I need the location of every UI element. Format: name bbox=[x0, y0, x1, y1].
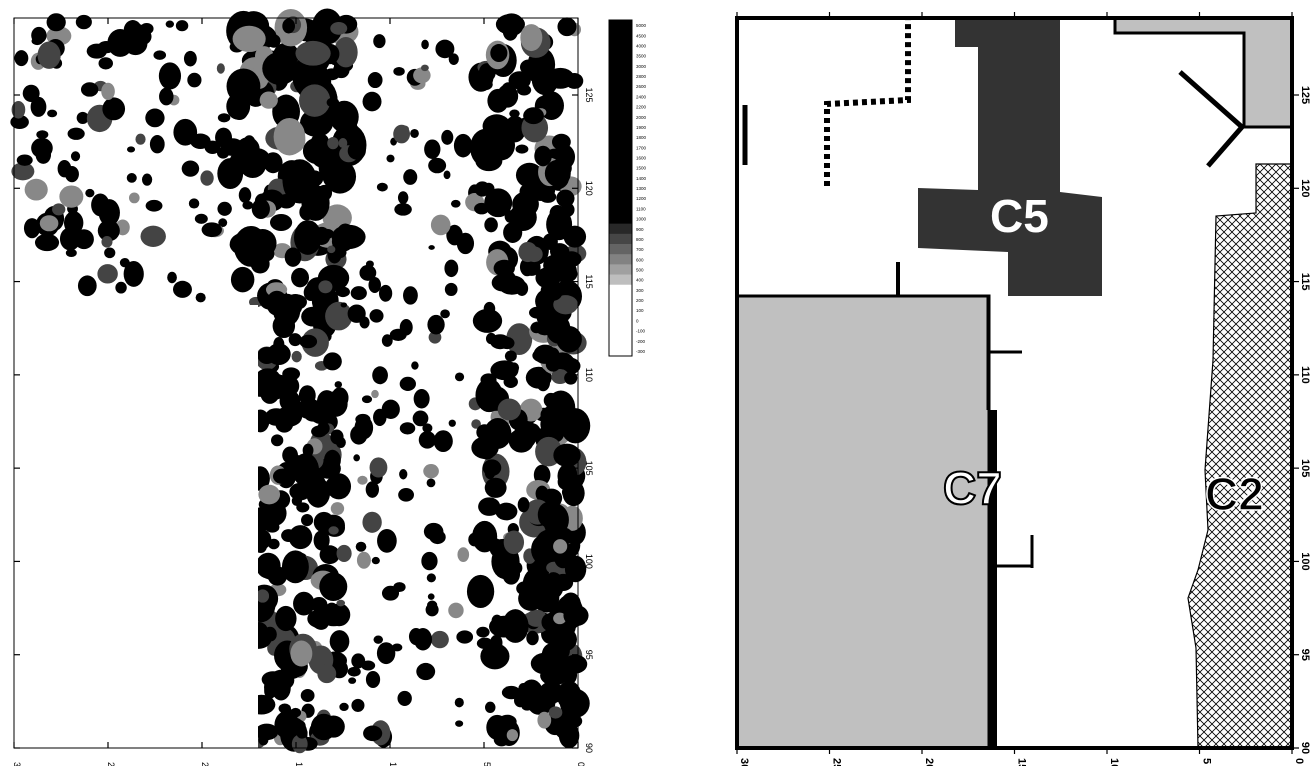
right-x-tick-label: 25 bbox=[831, 758, 843, 766]
right-y-tick-label: 100 bbox=[1299, 552, 1311, 570]
colorbar-tick-label: 1800 bbox=[636, 135, 647, 140]
colorbar-tick-label: 0 bbox=[636, 318, 639, 323]
colorbar-tick-label: 400 bbox=[636, 278, 644, 283]
colorbar-tick-label: 700 bbox=[636, 247, 644, 252]
left-x-tick-label: 15 bbox=[294, 762, 304, 766]
chevron-wall bbox=[1178, 70, 1246, 168]
left-x-tick-label: 0 bbox=[576, 762, 586, 766]
colorbar-tick-label: 1500 bbox=[636, 166, 647, 171]
colorbar-tick-label: 300 bbox=[636, 288, 644, 293]
colorbar-tick-label: 3500 bbox=[636, 54, 647, 59]
colorbar-tick-label: 3000 bbox=[636, 64, 647, 69]
colorbar-tick-label: 1200 bbox=[636, 196, 647, 201]
left-y-tick-label: 105 bbox=[584, 461, 594, 476]
colorbar-tick-label: 5000 bbox=[636, 23, 647, 28]
colorbar-tick-label: 800 bbox=[636, 237, 644, 242]
zone-c5-area bbox=[918, 20, 1102, 296]
colorbar-tick-label: 2000 bbox=[636, 115, 647, 120]
left-y-tick-label: 100 bbox=[584, 554, 594, 569]
geophysics-raster-map: 0 5 10 15 20 25 30 90 95 100 105 110 115 120 125 bbox=[10, 8, 594, 766]
right-y-tick-label: 105 bbox=[1299, 459, 1311, 477]
colorbar-tick-label: 1000 bbox=[636, 217, 647, 222]
colorbar-tick-label: 2600 bbox=[636, 84, 647, 89]
right-x-tick-label: 20 bbox=[923, 758, 935, 766]
zone-label-c5: C5 bbox=[990, 190, 1049, 242]
right-y-axis: 90 95 100 105 110 115 120 125 bbox=[1292, 86, 1311, 754]
left-y-tick-label: 95 bbox=[584, 650, 594, 660]
left-x-tick-label: 25 bbox=[106, 762, 116, 766]
right-x-tick-label: 30 bbox=[738, 758, 750, 766]
colorbar-tick-label: 1600 bbox=[636, 155, 647, 160]
colorbar-tick-label: 1100 bbox=[636, 206, 646, 211]
left-y-tick-label: 120 bbox=[584, 181, 594, 196]
colorbar-tick-label: -300 bbox=[636, 349, 646, 354]
colorbar-tick-label: 2800 bbox=[636, 74, 647, 79]
colorbar-tick-label: 2200 bbox=[636, 105, 647, 110]
colorbar-tick-label: 600 bbox=[636, 257, 644, 262]
right-y-tick-label: 90 bbox=[1299, 742, 1311, 754]
right-y-tick-label: 115 bbox=[1299, 273, 1311, 291]
left-y-tick-label: 115 bbox=[584, 274, 594, 288]
zone-c7-area bbox=[735, 294, 991, 750]
left-x-tick-label: 30 bbox=[12, 762, 22, 766]
left-x-tick-label: 10 bbox=[388, 762, 398, 766]
colorbar-tick-label: 1300 bbox=[636, 186, 647, 191]
colorbar-tick-label: 200 bbox=[636, 298, 644, 303]
left-x-axis: 0 5 10 15 20 25 30 bbox=[12, 18, 586, 766]
left-y-axis: 90 95 100 105 110 115 120 125 bbox=[14, 87, 594, 753]
left-y-tick-label: 90 bbox=[584, 743, 594, 753]
colorbar-tick-label: 500 bbox=[636, 267, 644, 272]
right-x-tick-label: 15 bbox=[1016, 758, 1028, 766]
colorbar-tick-label: 4500 bbox=[636, 33, 647, 38]
colorbar-tick-label: -100 bbox=[636, 329, 646, 334]
left-y-tick-label: 125 bbox=[584, 87, 594, 102]
left-x-tick-label: 5 bbox=[482, 762, 492, 766]
zone-label-c2: C2 bbox=[1205, 468, 1264, 520]
zone-c2-area bbox=[1187, 163, 1293, 749]
colorbar-tick-label: 900 bbox=[636, 227, 644, 232]
right-x-axis: 30 25 20 15 10 5 0 bbox=[736, 12, 1305, 766]
colorbar-tick-label: -200 bbox=[636, 339, 646, 344]
raster-anomaly-pattern bbox=[10, 8, 591, 754]
right-x-tick-label: 0 bbox=[1293, 758, 1305, 764]
colorbar-tick-label: 1700 bbox=[636, 145, 647, 150]
zone-label-c7: C7 bbox=[943, 462, 1002, 514]
colorbar-tick-label: 1400 bbox=[636, 176, 647, 181]
right-x-tick-label: 5 bbox=[1201, 758, 1213, 764]
colorbar-tick-label: 2400 bbox=[636, 94, 647, 99]
interpretation-map: C5 C7 C2 30 25 20 15 10 5 0 909510010511011512… bbox=[735, 12, 1311, 766]
left-x-tick-label: 20 bbox=[200, 762, 210, 766]
dashed-wall bbox=[824, 20, 911, 186]
zone-top-right-area bbox=[1113, 16, 1294, 129]
right-y-tick-label: 95 bbox=[1299, 649, 1311, 661]
right-y-tick-label: 110 bbox=[1299, 366, 1311, 384]
colorbar-tick-label: 100 bbox=[636, 308, 644, 313]
right-x-tick-label: 10 bbox=[1108, 758, 1120, 766]
right-y-tick-label: 120 bbox=[1299, 179, 1311, 197]
colorbar-tick-label: 1900 bbox=[636, 125, 647, 130]
colorbar-tick-label: 4000 bbox=[636, 43, 647, 48]
color-scale-bar: 5000450040003500300028002600240022002000… bbox=[608, 19, 647, 357]
right-y-tick-label: 125 bbox=[1299, 86, 1311, 104]
left-y-tick-label: 110 bbox=[584, 368, 594, 382]
